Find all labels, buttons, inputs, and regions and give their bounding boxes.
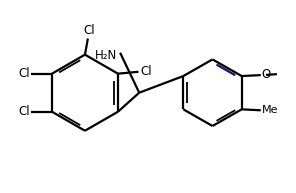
Text: O: O <box>262 68 271 81</box>
Text: Cl: Cl <box>18 105 30 118</box>
Text: Cl: Cl <box>140 65 152 78</box>
Text: Me: Me <box>262 105 278 115</box>
Text: H₂N: H₂N <box>95 49 117 62</box>
Text: Cl: Cl <box>18 67 30 80</box>
Text: Cl: Cl <box>83 24 95 37</box>
